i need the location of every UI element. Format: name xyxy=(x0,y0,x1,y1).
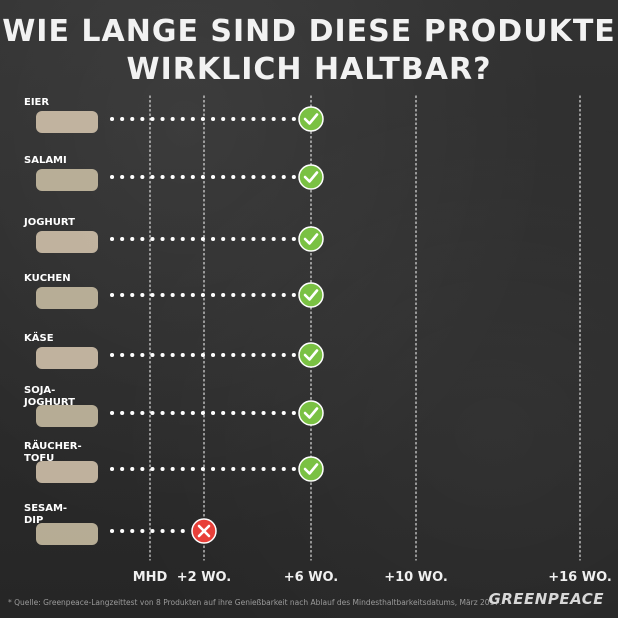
product-image-2 xyxy=(36,231,98,253)
check-icon-6 xyxy=(298,456,324,482)
product-label-1-0: SALAMI xyxy=(24,155,67,166)
check-icon-4 xyxy=(298,342,324,368)
x-tick-label-4: +16 WO. xyxy=(548,570,612,585)
product-label-7-0: SESAM- xyxy=(24,503,67,514)
check-icon-2 xyxy=(298,226,324,252)
product-label-2-0: JOGHURT xyxy=(23,217,75,228)
greenpeace-logo: GREENPEACE xyxy=(488,590,604,608)
x-tick-label-0: MHD xyxy=(133,570,168,585)
product-image-0 xyxy=(36,111,98,133)
x-tick-label-1: +2 WO. xyxy=(177,570,232,585)
product-image-5 xyxy=(36,405,98,427)
product-image-7 xyxy=(36,523,98,545)
chart-title-line-1: WIE LANGE SIND DIESE PRODUKTE xyxy=(2,14,616,49)
check-icon-1 xyxy=(298,164,324,190)
product-label-6-0: RÄUCHER- xyxy=(24,438,82,452)
source-footnote: * Quelle: Greenpeace-Langzeittest von 8 … xyxy=(8,598,502,607)
x-tick-label-3: +10 WO. xyxy=(384,570,448,585)
product-label-4-0: KÄSE xyxy=(24,330,54,344)
product-label-7-1: DIP xyxy=(24,515,43,526)
product-image-1 xyxy=(36,169,98,191)
x-tick-label-2: +6 WO. xyxy=(284,570,339,585)
product-image-6 xyxy=(36,461,98,483)
product-label-6-1: TOFU xyxy=(24,453,54,464)
check-icon-0 xyxy=(298,106,324,132)
check-mark-0 xyxy=(303,113,319,125)
check-mark-4 xyxy=(303,349,319,361)
check-icon-5 xyxy=(298,400,324,426)
product-image-4 xyxy=(36,347,98,369)
product-image-3 xyxy=(36,287,98,309)
check-mark-5 xyxy=(303,407,319,419)
product-label-3-0: KUCHEN xyxy=(24,273,71,284)
check-mark-3 xyxy=(303,289,319,301)
product-label-0-0: EIER xyxy=(24,97,49,108)
check-mark-1 xyxy=(303,171,319,183)
chart-title-line-2: WIRKLICH HALTBAR? xyxy=(126,52,492,87)
cross-mark-7 xyxy=(197,524,211,538)
check-icon-3 xyxy=(298,282,324,308)
product-label-5-0: SOJA- xyxy=(24,385,55,396)
product-label-5-1: JOGHURT xyxy=(23,397,75,408)
check-mark-6 xyxy=(303,463,319,475)
check-mark-2 xyxy=(303,233,319,245)
